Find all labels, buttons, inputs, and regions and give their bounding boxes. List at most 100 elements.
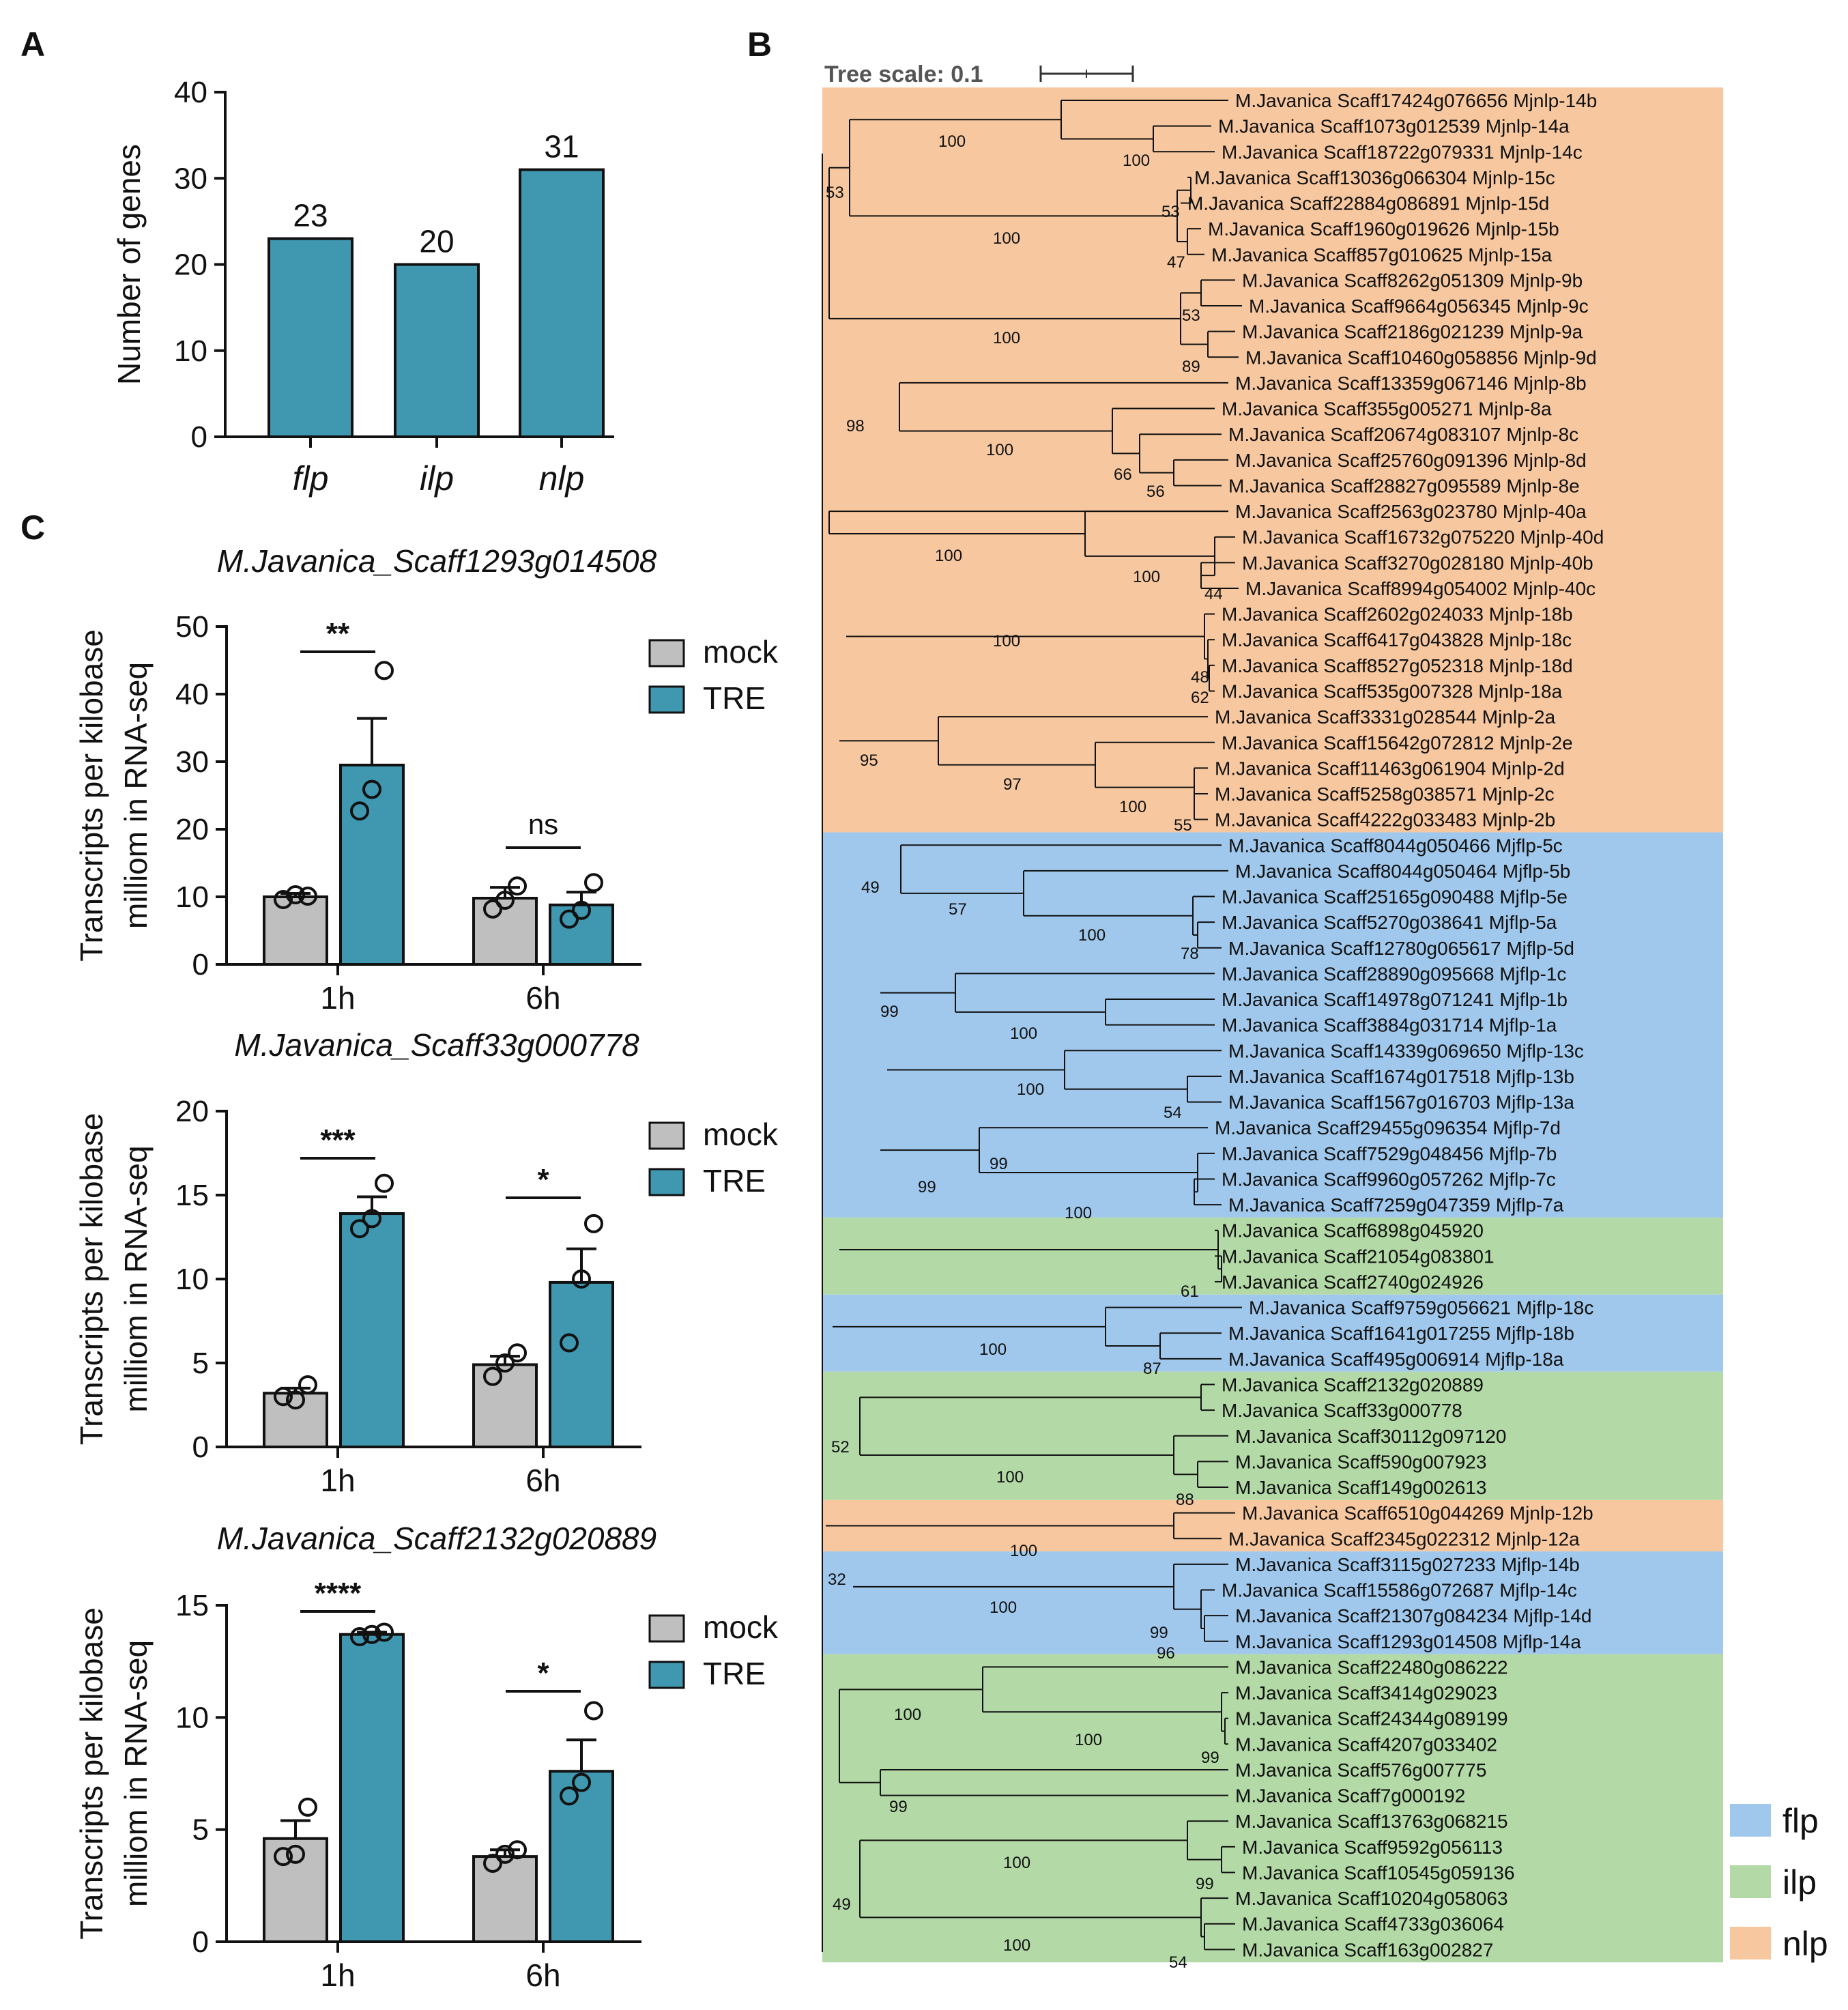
- data-point: [483, 1853, 502, 1873]
- data-point: [350, 801, 369, 821]
- bootstrap-value: 100: [1010, 1542, 1037, 1560]
- tree-leaf-label: M.Javanica Scaff2132g020889: [1222, 1375, 1484, 1396]
- tree-leaf-label: M.Javanica Scaff8994g054002 Mjnlp-40c: [1245, 578, 1596, 599]
- bootstrap-value: 100: [993, 632, 1020, 650]
- data-point: [375, 1622, 394, 1642]
- bootstrap-value: 99: [918, 1178, 936, 1196]
- legend-tre-swatch: [648, 1168, 685, 1196]
- tree-leaf-label: M.Javanica Scaff14978g071241 Mjflp-1b: [1222, 989, 1568, 1010]
- legend-mock-label: mock: [703, 1117, 779, 1152]
- tree-leaf-label: M.Javanica Scaff15642g072812 Mjnlp-2e: [1222, 732, 1573, 753]
- legend-tre-label: TRE: [703, 680, 766, 716]
- data-point: [298, 887, 317, 906]
- bootstrap-value: 87: [1143, 1360, 1161, 1378]
- tree-leaf-label: M.Javanica Scaff21307g084234 Mjflp-14d: [1235, 1605, 1592, 1626]
- data-point: [508, 1343, 527, 1363]
- tree-leaf-label: M.Javanica Scaff25760g091396 Mjnlp-8d: [1235, 450, 1587, 471]
- bootstrap-value: 48: [1191, 668, 1209, 687]
- bootstrap-value: 88: [1176, 1491, 1194, 1509]
- bootstrap-value: 56: [1146, 483, 1165, 501]
- data-point: [483, 899, 502, 919]
- family-block-flp: [822, 832, 1723, 1218]
- bootstrap-value: 49: [861, 878, 880, 897]
- bootstrap-value: 99: [1196, 1875, 1214, 1893]
- tree-leaf-label: M.Javanica Scaff495g006914 Mjflp-18a: [1228, 1349, 1564, 1370]
- bootstrap-value: 53: [826, 184, 844, 202]
- y-axis-title-line1: Transcripts per kilobase: [74, 1113, 109, 1446]
- bootstrap-value: 99: [880, 1003, 899, 1021]
- y-tick-label: 15: [175, 1179, 209, 1212]
- tree-leaf-label: M.Javanica Scaff535g007328 Mjnlp-18a: [1222, 680, 1563, 702]
- family-block-ilp: [822, 1217, 1723, 1295]
- significance-label: *: [537, 1163, 549, 1196]
- tree-leaf-label: M.Javanica Scaff28827g095589 Mjnlp-8e: [1228, 475, 1580, 496]
- y-tick-label: 10: [175, 1701, 209, 1734]
- tree-leaf-label: M.Javanica Scaff8262g051309 Mjnlp-9b: [1242, 270, 1583, 291]
- data-point: [495, 1353, 515, 1373]
- tree-leaf-label: M.Javanica Scaff9664g056345 Mjnlp-9c: [1249, 296, 1589, 317]
- legend-tre-swatch: [648, 1661, 685, 1689]
- data-point: [560, 1786, 579, 1806]
- bar-flp: [268, 237, 353, 438]
- bootstrap-value: 44: [1204, 585, 1223, 603]
- bootstrap-value: 100: [1078, 926, 1106, 945]
- y-axis-title-line2: milliom in RNA-seq: [118, 1145, 154, 1412]
- data-point: [350, 1627, 369, 1647]
- bootstrap-value: 100: [993, 229, 1020, 248]
- legend-tre-label: TRE: [703, 1656, 766, 1691]
- chart-scaff33: M.Javanica_Scaff33g000778 0 5 10 15 20 Transcr…: [74, 1027, 779, 1498]
- data-point: [274, 889, 293, 909]
- data-point: [584, 1701, 603, 1721]
- bootstrap-value: 100: [935, 547, 962, 565]
- data-point: [584, 873, 603, 893]
- bootstrap-value: 55: [1174, 816, 1192, 835]
- bootstrap-value: 62: [1191, 689, 1209, 707]
- tree-leaf-label: M.Javanica Scaff30112g097120: [1235, 1426, 1506, 1447]
- tree-leaf-label: M.Javanica Scaff3331g028544 Mjnlp-2a: [1215, 706, 1556, 728]
- tree-leaf-label: M.Javanica Scaff14339g069650 Mjflp-13c: [1228, 1040, 1584, 1061]
- phylogenetic-tree: [822, 100, 1242, 1952]
- legend-label-nlp: nlp: [1782, 1925, 1828, 1963]
- tree-leaf-label: M.Javanica Scaff3414g029023: [1235, 1682, 1497, 1704]
- significance-label: **: [326, 617, 350, 650]
- tree-leaf-label: M.Javanica Scaff857g010625 Mjnlp-15a: [1211, 244, 1553, 265]
- tree-family-backgrounds: [822, 87, 1723, 1963]
- data-point: [375, 1173, 394, 1193]
- tree-leaf-label: M.Javanica Scaff1073g012539 Mjnlp-14a: [1218, 116, 1570, 137]
- x-tick-label: 1h: [320, 1463, 355, 1498]
- x-tick-label: 6h: [525, 1463, 560, 1498]
- y-axis-title: Number of genes: [111, 144, 147, 385]
- tree-leaf-label: M.Javanica Scaff12780g065617 Mjflp-5d: [1228, 938, 1574, 959]
- tree-leaf-label: M.Javanica Scaff1293g014508 Mjflp-14a: [1235, 1631, 1581, 1652]
- data-point: [350, 1219, 369, 1239]
- y-tick-label: 40: [174, 76, 207, 109]
- legend-swatch-ilp: [1730, 1865, 1771, 1898]
- tree-leaf-label: M.Javanica Scaff355g005271 Mjnlp-8a: [1222, 399, 1552, 420]
- tree-scale: Tree scale: 0.1: [824, 61, 1134, 87]
- y-axis-title-line1: Transcripts per kilobase: [74, 1607, 109, 1940]
- data-point: [572, 900, 591, 920]
- tree-leaf-label: M.Javanica Scaff1567g016703 Mjflp-13a: [1228, 1092, 1574, 1113]
- tree-leaf-label: M.Javanica Scaff20674g083107 Mjnlp-8c: [1228, 424, 1578, 445]
- tree-leaf-label: M.Javanica Scaff4207g033402: [1235, 1734, 1497, 1755]
- bar-value-label: 20: [419, 224, 454, 259]
- data-point: [375, 661, 394, 680]
- tree-leaf-label: M.Javanica Scaff3270g028180 Mjnlp-40b: [1242, 552, 1593, 573]
- tree-leaf-label: M.Javanica Scaff5270g038641 Mjflp-5a: [1222, 912, 1557, 933]
- tree-bootstrap-values: 100 100 53 53 100 47 53 100 89 98 100 66 56 100 100 44 1…: [826, 132, 1223, 1972]
- tree-leaf-label: M.Javanica Scaff2186g021239 Mjnlp-9a: [1242, 321, 1583, 343]
- family-block-ilp: [822, 1371, 1723, 1500]
- tree-leaf-label: M.Javanica Scaff6510g044269 Mjnlp-12b: [1242, 1503, 1593, 1524]
- legend-tre-label: TRE: [703, 1163, 766, 1198]
- tree-leaf-label: M.Javanica Scaff7529g048456 Mjflp-7b: [1222, 1143, 1557, 1164]
- bootstrap-value: 100: [986, 441, 1013, 459]
- tree-leaf-label: M.Javanica Scaff2602g024033 Mjnlp-18b: [1222, 604, 1573, 625]
- bootstrap-value: 52: [831, 1438, 850, 1456]
- panel-label-c: C: [20, 508, 45, 547]
- tree-leaf-label: M.Javanica Scaff10204g058063: [1235, 1888, 1508, 1909]
- bar-mock-6h: [472, 1363, 538, 1448]
- chart-title: M.Javanica_Scaff33g000778: [234, 1027, 639, 1063]
- y-tick-label: 10: [174, 334, 207, 368]
- data-point: [572, 1269, 591, 1289]
- bar-TRE-6h: [549, 903, 614, 966]
